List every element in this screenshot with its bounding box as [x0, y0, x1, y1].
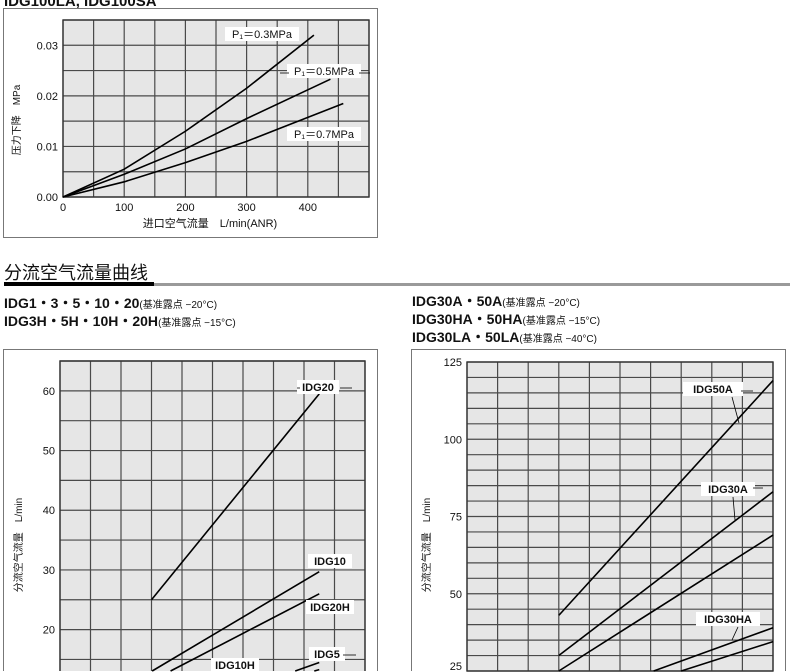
series-line-idg30a: [558, 491, 774, 657]
right-heading-note-3: (基准露点 −40°C): [519, 332, 597, 345]
series-label-bg: [287, 64, 361, 78]
series-label-bg: [701, 482, 755, 496]
left-heading-model-1: IDG1・3・5・10・20: [4, 295, 140, 311]
series-label: IDG10H: [215, 660, 255, 672]
section-title-underline: [4, 282, 154, 286]
x-tick-label: 300: [237, 202, 255, 214]
series-label-bg: [309, 647, 345, 661]
section-rule: [154, 283, 790, 286]
y-axis-label: 压力下降 MPa: [10, 84, 23, 155]
svg-text:IDG30LA・50LA(基准露点 −40°C): IDG30LA・50LA(基准露点 −40°C): [412, 329, 597, 345]
series-label-bg: [696, 612, 760, 626]
x-tick-label: 100: [115, 202, 133, 214]
y-tick-label: 60: [43, 386, 55, 398]
svg-text:IDG1・3・5・10・20(基准露点 −20°C): IDG1・3・5・10・20(基准露点 −20°C): [4, 295, 217, 311]
y-tick-label: 0.02: [37, 91, 58, 103]
series-label-bg: [308, 554, 352, 568]
series-line-p0.7mpa: [62, 102, 344, 198]
y-axis-label: 分流空气流量 L/min: [420, 498, 433, 592]
series-label: P₁＝0.3MPa: [232, 29, 293, 41]
x-tick-label: 200: [176, 202, 194, 214]
left-heading-note-2: (基准露点 −15°C): [158, 316, 236, 329]
series-label-bg: [287, 127, 361, 141]
series-label: IDG20: [302, 382, 334, 394]
series-label-bg: [297, 380, 339, 394]
plot-border: [62, 19, 370, 198]
top-title: IDG100LA, IDG100SA: [4, 0, 157, 10]
series-line-idg20h: [170, 593, 320, 672]
right-heading-note-2: (基准露点 −15°C): [522, 314, 600, 327]
left-heading-note-1: (基准露点 −20°C): [139, 298, 217, 311]
y-tick-label: 0.03: [37, 40, 58, 52]
y-tick-label: 25: [450, 661, 462, 672]
series-line-idg10h: [314, 668, 320, 672]
y-tick-label: 0.00: [37, 192, 58, 204]
series-line-idg50a: [558, 380, 774, 616]
svg-text:IDG3H・5H・10H・20H(基准露点 −15°C): IDG3H・5H・10H・20H(基准露点 −15°C): [4, 313, 236, 329]
bypass-flow-chart-idg-a: 25 50 75 100 125 分流空气流量 L/min IDG50A IDG30A IDG3…: [420, 357, 774, 672]
series-line-unlabeled-2: [558, 534, 774, 672]
chart3-frame: [411, 349, 786, 671]
series-line-p0.5mpa: [62, 78, 331, 198]
y-tick-label: 100: [444, 434, 462, 446]
svg-text:IDG30A・50A(基准露点 −20°C): IDG30A・50A(基准露点 −20°C): [412, 293, 580, 309]
series-label-bg: [211, 658, 259, 671]
right-heading-model-2: IDG30HA・50HA: [412, 311, 522, 327]
x-axis-label: 进口空气流量 L/min(ANR): [143, 216, 277, 230]
right-heading-note-1: (基准露点 −20°C): [502, 296, 580, 309]
section-title: 分流空气流量曲线: [4, 263, 148, 283]
y-tick-label: 30: [43, 565, 55, 577]
series-line-idg10: [151, 571, 320, 672]
right-heading-model-3: IDG30LA・50LA: [412, 329, 519, 345]
series-label: P₁＝0.7MPa: [294, 129, 355, 141]
leader-line: [731, 396, 740, 424]
y-tick-label: 40: [43, 505, 55, 517]
series-label: IDG5: [314, 649, 340, 661]
pressure-drop-chart: 0.00 0.01 0.02 0.03 0 100 200 300 400 压力下降 MPa 进口空…: [10, 19, 370, 230]
y-tick-label: 0.01: [37, 141, 58, 153]
chart2-frame: [3, 349, 378, 671]
left-heading-model-2: IDG3H・5H・10H・20H: [4, 313, 158, 329]
y-tick-label: 50: [450, 589, 462, 601]
x-tick-label: 0: [60, 202, 66, 214]
series-label-bg: [225, 27, 299, 41]
plot-border: [59, 360, 366, 671]
y-tick-label: 20: [43, 625, 55, 637]
right-heading: IDG30A・50A(基准露点 −20°C) IDG30HA・50HA(基准露点…: [412, 293, 600, 345]
left-heading: IDG1・3・5・10・20(基准露点 −20°C) IDG3H・5H・10H・…: [4, 295, 236, 329]
x-tick-label: 400: [299, 202, 317, 214]
y-tick-label: 75: [450, 512, 462, 524]
leader-line: [731, 626, 739, 641]
series-label: IDG50A: [693, 384, 733, 396]
y-axis-label: 分流空气流量 L/min: [12, 498, 25, 592]
series-label-bg: [306, 600, 354, 614]
bypass-flow-chart-idg: 20 30 40 50 60 分流空气流量 L/min IDG20 IDG10 IDG20H ID…: [12, 360, 366, 672]
y-tick-label: 125: [444, 357, 462, 369]
plot-border: [466, 361, 774, 672]
series-line-unlabeled-4: [680, 640, 774, 672]
series-label: IDG30A: [708, 484, 748, 496]
series-line-idg20: [150, 393, 320, 601]
right-heading-model-1: IDG30A・50A: [412, 293, 502, 309]
chart1-frame: [3, 8, 378, 238]
y-tick-label: 50: [43, 446, 55, 458]
series-label: IDG10: [314, 556, 346, 568]
series-line-idg30ha: [653, 626, 774, 672]
series-label: IDG20H: [310, 602, 350, 614]
series-label: IDG30HA: [704, 614, 752, 626]
series-line-idg5: [294, 661, 320, 672]
series-line-p0.3mpa: [62, 34, 315, 198]
series-label-bg: [683, 382, 743, 396]
svg-text:IDG30HA・50HA(基准露点 −15°C): IDG30HA・50HA(基准露点 −15°C): [412, 311, 600, 327]
leader-line: [732, 496, 736, 521]
series-label: P₁＝0.5MPa: [294, 66, 355, 78]
